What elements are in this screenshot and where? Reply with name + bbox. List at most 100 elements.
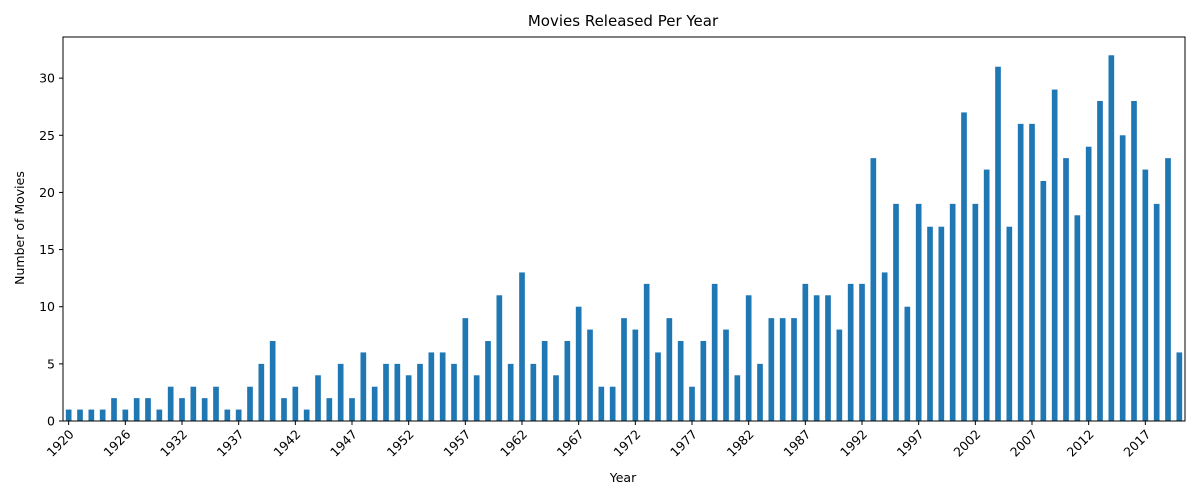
x-tick-label: 1957 (440, 427, 473, 460)
bar-1926 (122, 409, 129, 421)
bar-1997 (915, 203, 922, 421)
y-axis: 0 5 10 15 20 25 30 (39, 71, 63, 429)
x-tick-label: 2012 (1064, 427, 1097, 460)
bar-1974 (655, 352, 661, 421)
x-tick-label: 2007 (1007, 427, 1040, 460)
bar-1995 (893, 203, 899, 421)
bar-1972 (632, 329, 639, 421)
bar-1977 (689, 386, 695, 421)
bar-1928 (145, 398, 151, 421)
bar-1975 (666, 318, 673, 421)
bar-1990 (836, 329, 843, 421)
bar-2008 (1040, 181, 1047, 421)
x-tick-label: 1987 (780, 427, 813, 460)
x-tick-label: 1920 (44, 426, 77, 459)
bar-1971 (621, 318, 627, 421)
y-axis-label: Number of Movies (12, 171, 27, 285)
x-tick-label: 1947 (327, 427, 360, 460)
bar-2012 (1085, 146, 1092, 421)
bar-2019 (1165, 158, 1171, 421)
bar-2000 (949, 203, 956, 421)
x-tick-label: 1992 (837, 427, 870, 460)
bar-1979 (711, 283, 718, 421)
bar-1986 (791, 318, 797, 421)
bar-1966 (564, 341, 571, 421)
bar-1970 (609, 386, 616, 421)
bar-2016 (1131, 101, 1137, 421)
y-tick-label: 25 (39, 128, 55, 143)
bar-1954 (428, 352, 435, 421)
bar-1935 (213, 386, 219, 421)
bar-2017 (1142, 169, 1149, 421)
bar-1921 (77, 409, 83, 421)
bar-2004 (995, 66, 1001, 422)
x-tick-label: 1997 (894, 427, 927, 460)
chart-title: Movies Released Per Year (528, 12, 719, 30)
bar-2003 (983, 169, 990, 421)
bar-1980 (723, 329, 729, 421)
bar-2006 (1017, 123, 1024, 422)
y-tick-label: 20 (39, 185, 55, 200)
bar-1976 (677, 341, 684, 421)
x-tick-label: 1926 (100, 426, 133, 459)
x-tick-label: 1937 (214, 427, 247, 460)
bar-2020 (1176, 352, 1183, 421)
bar-1929 (156, 409, 163, 421)
bar-1963 (530, 363, 537, 421)
bar-1965 (553, 375, 559, 421)
bar-1945 (326, 398, 333, 421)
bar-2007 (1029, 123, 1035, 422)
plot-frame (62, 36, 1186, 422)
bar-1942 (292, 386, 299, 421)
x-axis: 1920 1926 1932 1937 1942 1947 1952 1957 1962 1967… (44, 421, 1153, 460)
bar-1932 (179, 398, 185, 421)
bar-1978 (700, 341, 707, 421)
x-tick-label: 1942 (270, 427, 303, 460)
bar-1946 (337, 363, 344, 421)
bar-1985 (779, 318, 786, 421)
bar-1920 (65, 409, 72, 421)
bar-2013 (1097, 101, 1103, 421)
bar-1967 (575, 306, 582, 421)
bar-1927 (133, 398, 140, 421)
bar-1938 (247, 386, 253, 421)
bar-1989 (825, 295, 831, 421)
bar-1993 (870, 158, 877, 421)
bar-1931 (167, 386, 174, 421)
bar-1957 (462, 318, 469, 421)
bar-1984 (768, 318, 775, 421)
bar-1968 (587, 329, 593, 421)
bar-2010 (1063, 158, 1069, 421)
bars-group (65, 55, 1183, 422)
bar-1934 (201, 398, 208, 421)
bar-1939 (258, 363, 265, 421)
bar-1943 (303, 409, 310, 421)
y-tick-label: 5 (47, 356, 55, 371)
y-tick-label: 10 (39, 299, 55, 314)
bar-2011 (1074, 215, 1081, 421)
x-tick-label: 1962 (497, 427, 530, 460)
bar-1958 (473, 375, 480, 421)
bar-1991 (847, 283, 854, 421)
bar-1952 (405, 375, 412, 421)
bar-2005 (1006, 226, 1013, 421)
x-tick-label: 1967 (554, 427, 587, 460)
bar-1992 (859, 283, 865, 421)
bar-1944 (315, 375, 321, 421)
bar-1941 (281, 398, 287, 421)
bar-1936 (224, 409, 231, 421)
y-tick-label: 15 (39, 242, 55, 257)
y-tick-label: 30 (39, 71, 55, 86)
bar-1994 (881, 272, 888, 421)
bar-1982 (745, 295, 752, 421)
bar-1959 (485, 341, 491, 421)
bar-2009 (1051, 89, 1058, 421)
bar-2014 (1108, 55, 1115, 421)
x-tick-label: 1932 (157, 427, 190, 460)
bar-1955 (439, 352, 446, 421)
bar-1962 (519, 272, 525, 421)
bar-1999 (938, 226, 945, 421)
bar-1923 (99, 409, 106, 421)
bar-1924 (111, 398, 117, 421)
